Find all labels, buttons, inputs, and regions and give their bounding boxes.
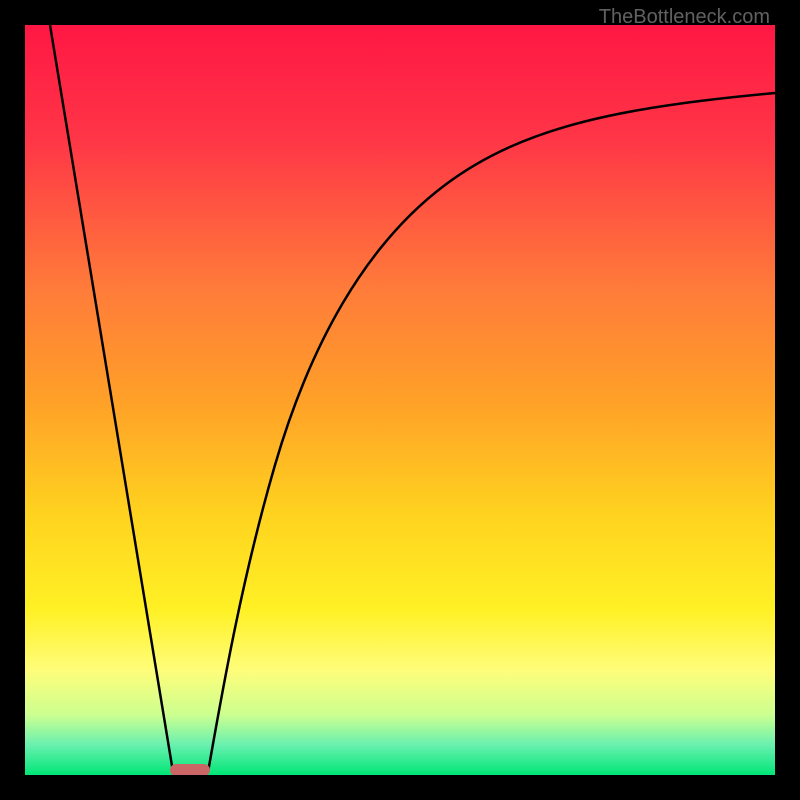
watermark-text: TheBottleneck.com [599, 6, 770, 29]
chart-background [25, 25, 775, 775]
chart-area [25, 25, 775, 775]
chart-container: TheBottleneck.com [0, 0, 800, 800]
chart-svg [25, 25, 775, 775]
valley-marker [170, 764, 210, 775]
